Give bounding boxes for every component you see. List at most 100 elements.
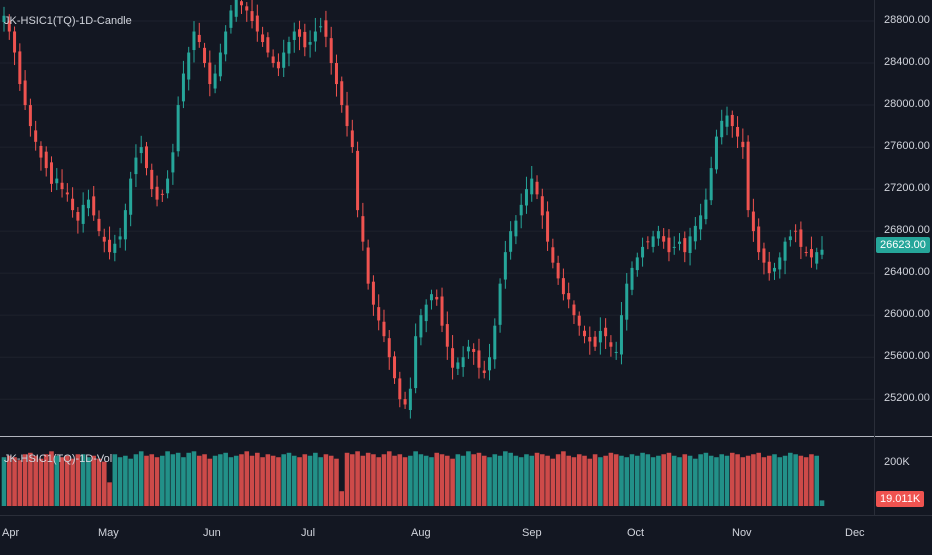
volume-bar	[249, 455, 255, 506]
candle-body	[313, 31, 317, 42]
candle-body	[662, 236, 666, 242]
candle-body	[678, 241, 682, 244]
candle-body	[7, 20, 11, 32]
candle-body	[60, 182, 64, 190]
candle-body	[176, 105, 180, 152]
candle-body	[614, 351, 618, 353]
candle-body	[551, 247, 555, 263]
volume-bar	[766, 455, 772, 506]
volume-bar	[434, 452, 440, 506]
volume-bar	[598, 457, 603, 506]
candle-body	[498, 283, 502, 325]
volume-bar	[144, 455, 149, 506]
time-tick-label: Nov	[732, 527, 752, 539]
candle-body	[794, 230, 798, 232]
candle-body	[271, 56, 275, 64]
candle-body	[524, 189, 528, 206]
volume-bar	[133, 454, 139, 506]
candle-body	[2, 15, 6, 23]
candle-body	[656, 231, 660, 239]
candle-body	[714, 136, 718, 170]
volume-bar	[270, 455, 276, 506]
candle-body	[635, 257, 639, 271]
candle-body	[451, 348, 455, 368]
candle-body	[187, 52, 191, 80]
volume-bar	[555, 454, 561, 506]
candle-body	[820, 249, 824, 255]
time-tick-label: Dec	[845, 527, 865, 539]
candle-body	[619, 315, 623, 355]
volume-bar	[186, 452, 192, 506]
candle-body	[472, 348, 476, 352]
volume-bar	[603, 455, 608, 506]
candle-body	[730, 114, 734, 127]
candle-body	[155, 186, 159, 200]
volume-bar	[307, 455, 313, 506]
volume-bar	[629, 454, 635, 506]
candle-body	[371, 281, 375, 305]
volume-bar	[260, 457, 265, 506]
candle-body	[514, 220, 518, 237]
volume-bar	[101, 461, 107, 506]
volume-bar	[286, 452, 292, 506]
volume-bar	[487, 457, 492, 506]
candle-body	[382, 321, 386, 337]
candle-body	[102, 236, 106, 242]
time-tick-label: Sep	[522, 527, 542, 539]
candle-body	[440, 296, 444, 326]
volume-bar	[149, 454, 155, 506]
candle-body	[197, 34, 201, 43]
volume-bar	[165, 451, 170, 506]
volume-bar	[719, 454, 725, 506]
volume-bar	[302, 454, 308, 506]
volume-bar	[513, 455, 519, 506]
volume-bar	[539, 454, 545, 506]
volume-bar	[481, 455, 487, 506]
volume-bar	[334, 458, 339, 506]
volume-bar	[86, 457, 91, 506]
candle-body	[255, 15, 259, 32]
volume-bar	[318, 457, 323, 506]
price-tick-label: 26400.00	[884, 266, 930, 279]
candle-body	[530, 178, 534, 195]
volume-bar	[761, 457, 767, 506]
candle-body	[414, 336, 418, 389]
volume-bar	[38, 458, 44, 506]
volume-bar	[323, 454, 329, 506]
candle-body	[350, 130, 354, 148]
candle-body	[387, 338, 391, 358]
last-volume-badge: 19.011K	[876, 491, 925, 507]
volume-bar	[703, 452, 709, 506]
volume-bar	[429, 457, 434, 506]
candle-body	[788, 236, 792, 241]
volume-bar	[65, 455, 70, 506]
volume-bar	[371, 454, 376, 506]
volume-bar	[745, 455, 751, 506]
candle-body	[751, 211, 755, 232]
volume-bar	[550, 458, 556, 506]
candle-body	[683, 238, 687, 253]
candle-body	[203, 47, 207, 64]
volume-bar	[212, 455, 218, 506]
volume-bar	[492, 454, 498, 506]
volume-bar	[677, 457, 682, 506]
volume-bar	[476, 452, 482, 506]
candle-body	[224, 31, 228, 55]
volume-bar	[344, 452, 350, 506]
volume-bar	[160, 455, 165, 506]
candle-body	[276, 61, 280, 69]
candle-body	[429, 294, 433, 301]
volume-bar	[788, 452, 793, 506]
volume-bar	[33, 455, 38, 506]
candle-body	[746, 141, 750, 211]
volume-bar	[524, 454, 529, 506]
volume-bar	[128, 458, 133, 506]
candle-body	[646, 241, 650, 243]
candle-body	[234, 0, 238, 17]
volume-bar	[418, 454, 424, 506]
volume-bar	[466, 451, 471, 506]
candle-body	[34, 130, 38, 142]
volume-bar	[49, 451, 54, 506]
